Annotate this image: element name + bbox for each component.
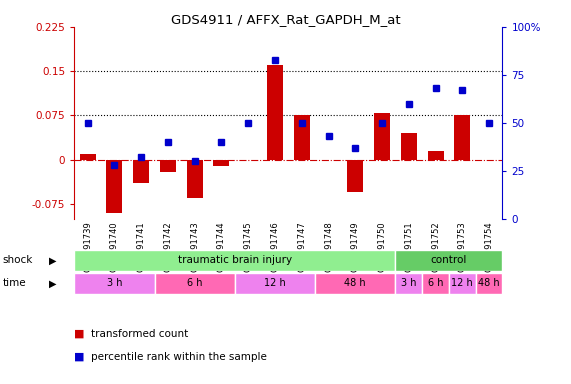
Text: traumatic brain injury: traumatic brain injury	[178, 255, 292, 265]
Text: 48 h: 48 h	[344, 278, 366, 288]
Bar	[395, 250, 502, 271]
Bar	[315, 273, 395, 294]
Bar	[374, 113, 390, 160]
Bar	[476, 273, 502, 294]
Bar	[422, 273, 449, 294]
Text: transformed count: transformed count	[91, 329, 188, 339]
Bar	[106, 160, 122, 213]
Bar	[187, 160, 203, 198]
Bar	[267, 65, 283, 160]
Bar	[79, 154, 96, 160]
Text: 12 h: 12 h	[264, 278, 286, 288]
Text: ■: ■	[74, 352, 85, 362]
Bar	[214, 160, 230, 166]
Text: shock: shock	[3, 255, 33, 265]
Text: 3 h: 3 h	[107, 278, 122, 288]
Bar	[155, 273, 235, 294]
Bar	[74, 273, 155, 294]
Bar	[347, 160, 363, 192]
Text: ■: ■	[74, 329, 85, 339]
Bar	[235, 273, 315, 294]
Bar	[293, 116, 309, 160]
Text: ▶: ▶	[49, 278, 57, 288]
Text: ▶: ▶	[49, 255, 57, 265]
Bar	[449, 273, 476, 294]
Text: time: time	[3, 278, 26, 288]
Text: 12 h: 12 h	[452, 278, 473, 288]
Bar	[133, 160, 149, 184]
Text: GDS4911 / AFFX_Rat_GAPDH_M_at: GDS4911 / AFFX_Rat_GAPDH_M_at	[171, 13, 400, 26]
Text: 6 h: 6 h	[187, 278, 203, 288]
Bar	[74, 250, 395, 271]
Bar	[455, 116, 471, 160]
Text: 48 h: 48 h	[478, 278, 500, 288]
Text: 3 h: 3 h	[401, 278, 417, 288]
Bar	[401, 133, 417, 160]
Text: percentile rank within the sample: percentile rank within the sample	[91, 352, 267, 362]
Text: 6 h: 6 h	[428, 278, 443, 288]
Bar	[428, 151, 444, 160]
Bar	[160, 160, 176, 172]
Text: control: control	[431, 255, 467, 265]
Bar	[395, 273, 422, 294]
